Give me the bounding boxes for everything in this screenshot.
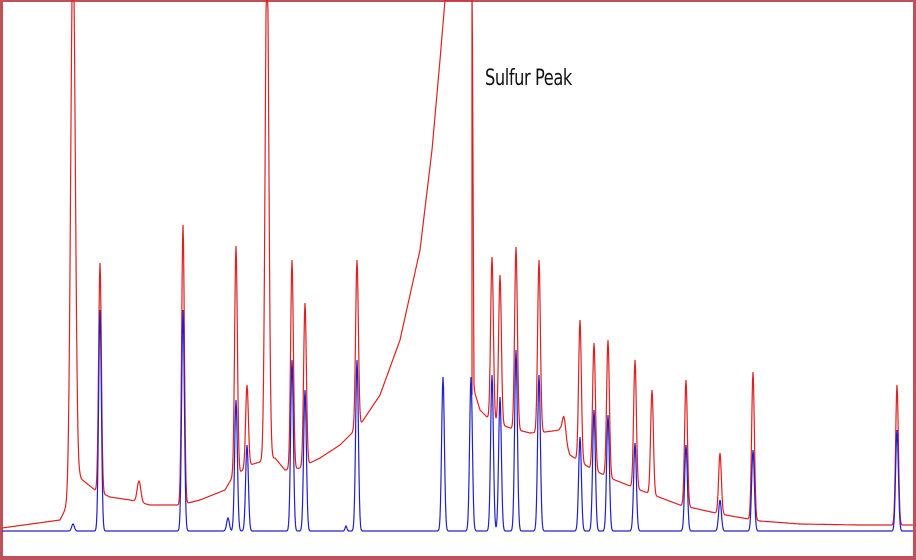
sulfur-peak-label: Sulfur Peak: [485, 66, 572, 91]
red-trace: [1, 0, 913, 529]
red-trace-line: [1, 0, 913, 529]
blue-trace: [2, 309, 913, 532]
blue-trace-line: [2, 309, 913, 532]
